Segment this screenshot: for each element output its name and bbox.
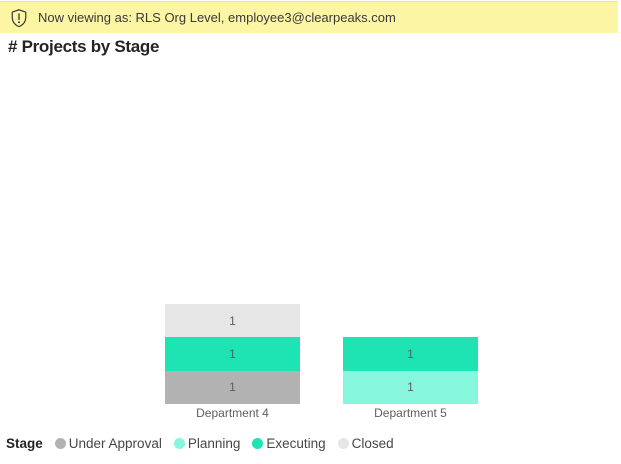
bar-segment-department-5-planning[interactable]: 1 — [343, 370, 478, 404]
legend-item-closed[interactable]: Closed — [337, 436, 394, 451]
bar-segment-department-4-closed[interactable]: 1 — [165, 304, 300, 338]
shield-alert-icon — [10, 8, 28, 28]
bar-segment-department-4-executing[interactable]: 1 — [165, 337, 300, 371]
legend-item-under-approval[interactable]: Under Approval — [54, 436, 162, 451]
legend-label-closed: Closed — [351, 436, 394, 451]
data-label: 1 — [229, 380, 236, 395]
bar-segment-department-4-under-approval[interactable]: 1 — [165, 370, 300, 404]
data-label: 1 — [229, 347, 236, 362]
legend-item-planning[interactable]: Planning — [173, 436, 241, 451]
rls-banner-text: Now viewing as: RLS Org Level, employee3… — [38, 10, 396, 25]
chart-title: # Projects by Stage — [8, 37, 160, 56]
x-axis-label-department-4: Department 4 — [196, 406, 269, 420]
legend-dot-planning — [173, 438, 185, 449]
legend-item-executing[interactable]: Executing — [252, 436, 326, 451]
legend-dot-under-approval — [54, 438, 66, 449]
data-label: 1 — [407, 380, 414, 395]
legend-dot-executing — [252, 438, 264, 449]
rls-view-as-banner: Now viewing as: RLS Org Level, employee3… — [0, 1, 618, 33]
legend: Stage Under Approval Planning Executing Clo… — [6, 436, 394, 451]
bar-segment-department-5-executing[interactable]: 1 — [343, 337, 478, 371]
legend-title: Stage — [6, 436, 43, 451]
legend-label-planning: Planning — [187, 436, 241, 451]
x-axis-label-department-5: Department 5 — [374, 406, 447, 420]
data-label: 1 — [407, 347, 414, 362]
legend-label-under-approval: Under Approval — [68, 436, 162, 451]
data-label: 1 — [229, 313, 236, 328]
legend-label-executing: Executing — [266, 436, 326, 451]
legend-dot-closed — [337, 438, 349, 449]
